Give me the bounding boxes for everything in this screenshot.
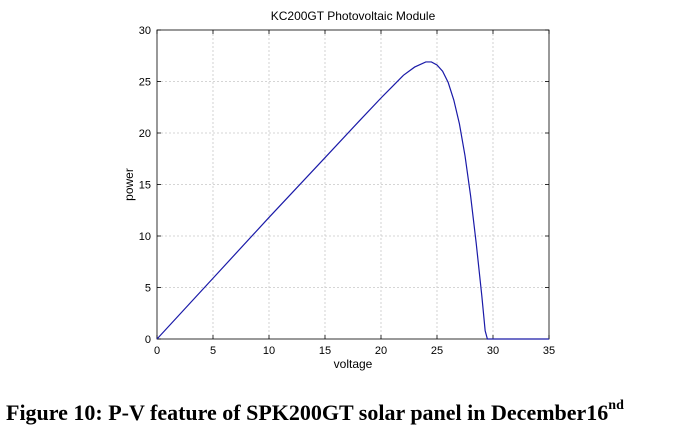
x-tick-label: 30	[487, 345, 499, 357]
y-tick-label: 20	[139, 128, 151, 140]
x-tick-label: 35	[543, 345, 555, 357]
y-tick-label: 5	[145, 283, 151, 295]
x-tick-label: 10	[263, 345, 275, 357]
chart-title: KC200GT Photovoltaic Module	[271, 9, 436, 23]
tick-layer: 0 5 10 15 20 25 30 35 0 5 10 15 20 25 30	[139, 25, 555, 357]
caption-text: Figure 10: P-V feature of SPK200GT solar…	[6, 400, 609, 425]
x-tick-label: 0	[154, 345, 160, 357]
pv-curve-line	[156, 61, 549, 340]
y-tick-label: 15	[139, 180, 151, 192]
caption-superscript: nd	[608, 398, 624, 413]
x-tick-label: 5	[210, 345, 216, 357]
y-axis-label: power	[122, 168, 136, 201]
x-axis-label: voltage	[334, 357, 373, 371]
figure-caption: Figure 10: P-V feature of SPK200GT solar…	[6, 398, 624, 426]
grid-layer	[157, 30, 549, 339]
y-tick-label: 0	[145, 334, 151, 346]
y-tick-label: 10	[139, 231, 151, 243]
series-layer	[156, 61, 549, 340]
x-tick-label: 20	[375, 345, 387, 357]
x-tick-label: 25	[431, 345, 443, 357]
pv-chart: 0 5 10 15 20 25 30 35 0 5 10 15 20 25 30 KC200GT Photo…	[122, 9, 555, 371]
x-tick-label: 15	[319, 345, 331, 357]
y-tick-label: 30	[139, 25, 151, 37]
y-tick-label: 25	[139, 77, 151, 89]
